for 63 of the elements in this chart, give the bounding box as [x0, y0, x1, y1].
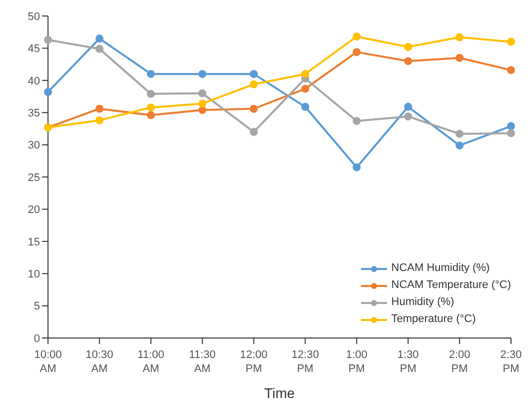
- x-tick-label: 2:30 PM: [500, 349, 522, 375]
- point: [507, 129, 515, 138]
- x-axis-title: Time: [264, 385, 296, 401]
- x-tick-label: 12:30 PM: [291, 349, 319, 375]
- point: [95, 116, 104, 124]
- point: [456, 33, 464, 42]
- point: [198, 106, 206, 114]
- x-tick-label: 11:30 AM: [188, 349, 216, 375]
- x-tick-label: 11:00 AM: [138, 349, 164, 375]
- y-tick-label: 20: [28, 204, 40, 216]
- x-tick-label: 10:00 AM: [34, 349, 62, 375]
- point: [250, 128, 258, 136]
- y-tick-label: 10: [28, 268, 40, 281]
- x-tick-label: 12:00 PM: [240, 349, 268, 375]
- point: [146, 70, 155, 78]
- point: [146, 111, 155, 120]
- point: [250, 70, 258, 78]
- x-tick-label: 1:30 PM: [397, 349, 419, 375]
- point: [250, 104, 258, 113]
- y-tick-label: 50: [28, 10, 40, 23]
- point: [404, 42, 412, 51]
- point: [456, 130, 464, 138]
- point: [95, 104, 104, 113]
- point: [404, 57, 412, 66]
- point: [507, 38, 515, 46]
- point: [456, 141, 464, 150]
- point: [456, 54, 464, 62]
- point: [301, 84, 310, 93]
- point: [404, 112, 412, 120]
- x-tick-label: 1:00 PM: [346, 349, 368, 375]
- point: [95, 44, 104, 53]
- y-tick-label: 35: [28, 108, 40, 120]
- point: [352, 48, 361, 56]
- point: [95, 34, 104, 43]
- point: [198, 89, 206, 98]
- point: [44, 36, 52, 44]
- y-tick-label: 30: [28, 140, 40, 152]
- point: [352, 116, 361, 125]
- point: [198, 100, 206, 108]
- point: [507, 122, 515, 130]
- legend-label: NCAM Humidity (%): [391, 261, 490, 276]
- point: [301, 70, 310, 78]
- point: [146, 103, 155, 112]
- point: [352, 32, 361, 41]
- x-tick-label: 10:30 AM: [86, 349, 114, 375]
- y-tick-label: 5: [34, 300, 40, 313]
- point: [44, 88, 52, 96]
- point: [507, 66, 515, 74]
- y-tick-label: 15: [28, 236, 40, 248]
- y-tick-label: 45: [28, 43, 40, 56]
- legend-label: Temperature (°C): [391, 312, 476, 327]
- point: [352, 163, 361, 172]
- y-tick-label: 25: [28, 172, 40, 184]
- x-tick-label: 2:00 PM: [448, 349, 470, 375]
- point: [198, 70, 206, 78]
- legend-label: Humidity (%): [391, 295, 454, 310]
- legend-label: NCAM Temperature (°C): [391, 278, 511, 293]
- point: [301, 102, 310, 111]
- point: [250, 80, 258, 88]
- point: [404, 102, 412, 111]
- point: [146, 90, 155, 98]
- y-tick-label: 40: [28, 75, 40, 88]
- y-tick-label: 0: [34, 332, 40, 345]
